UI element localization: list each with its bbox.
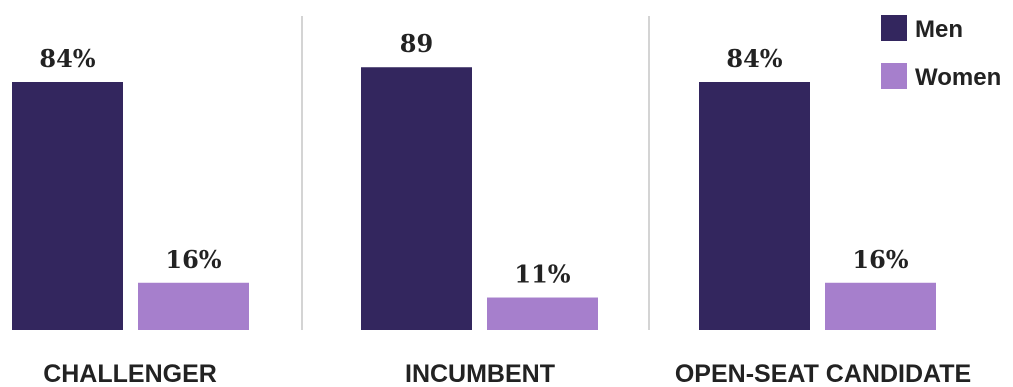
bar-challenger-men (12, 82, 123, 330)
value-label-open-seat-candidate-women: 16% (852, 245, 908, 274)
category-label-incumbent: INCUMBENT (405, 360, 555, 387)
legend-swatch-women (881, 63, 907, 89)
value-labels: 84% 16% 89 11% 84% 16% (39, 29, 908, 288)
bar-incumbent-men (361, 67, 472, 330)
value-label-incumbent-men: 89 (400, 29, 433, 58)
category-label-open-seat-candidate: OPEN-SEAT CANDIDATE (675, 360, 971, 387)
bar-open-seat-candidate-women (825, 282, 936, 330)
legend-label-men: Men (915, 16, 963, 43)
legend: Men Women (881, 15, 1001, 91)
category-labels: CHALLENGER INCUMBENT OPEN-SEAT CANDIDATE (43, 360, 971, 387)
value-label-challenger-men: 84% (39, 44, 95, 73)
bar-incumbent-women (487, 297, 598, 330)
legend-swatch-men (881, 15, 907, 41)
legend-label-women: Women (915, 64, 1001, 91)
value-label-incumbent-women: 11% (514, 260, 570, 289)
group-separators (301, 16, 650, 330)
value-label-challenger-women: 16% (165, 245, 221, 274)
bar-open-seat-candidate-men (699, 82, 810, 330)
bars (12, 67, 936, 330)
value-label-open-seat-candidate-men: 84% (726, 44, 782, 73)
bar-challenger-women (138, 282, 249, 330)
category-label-challenger: CHALLENGER (43, 360, 217, 387)
